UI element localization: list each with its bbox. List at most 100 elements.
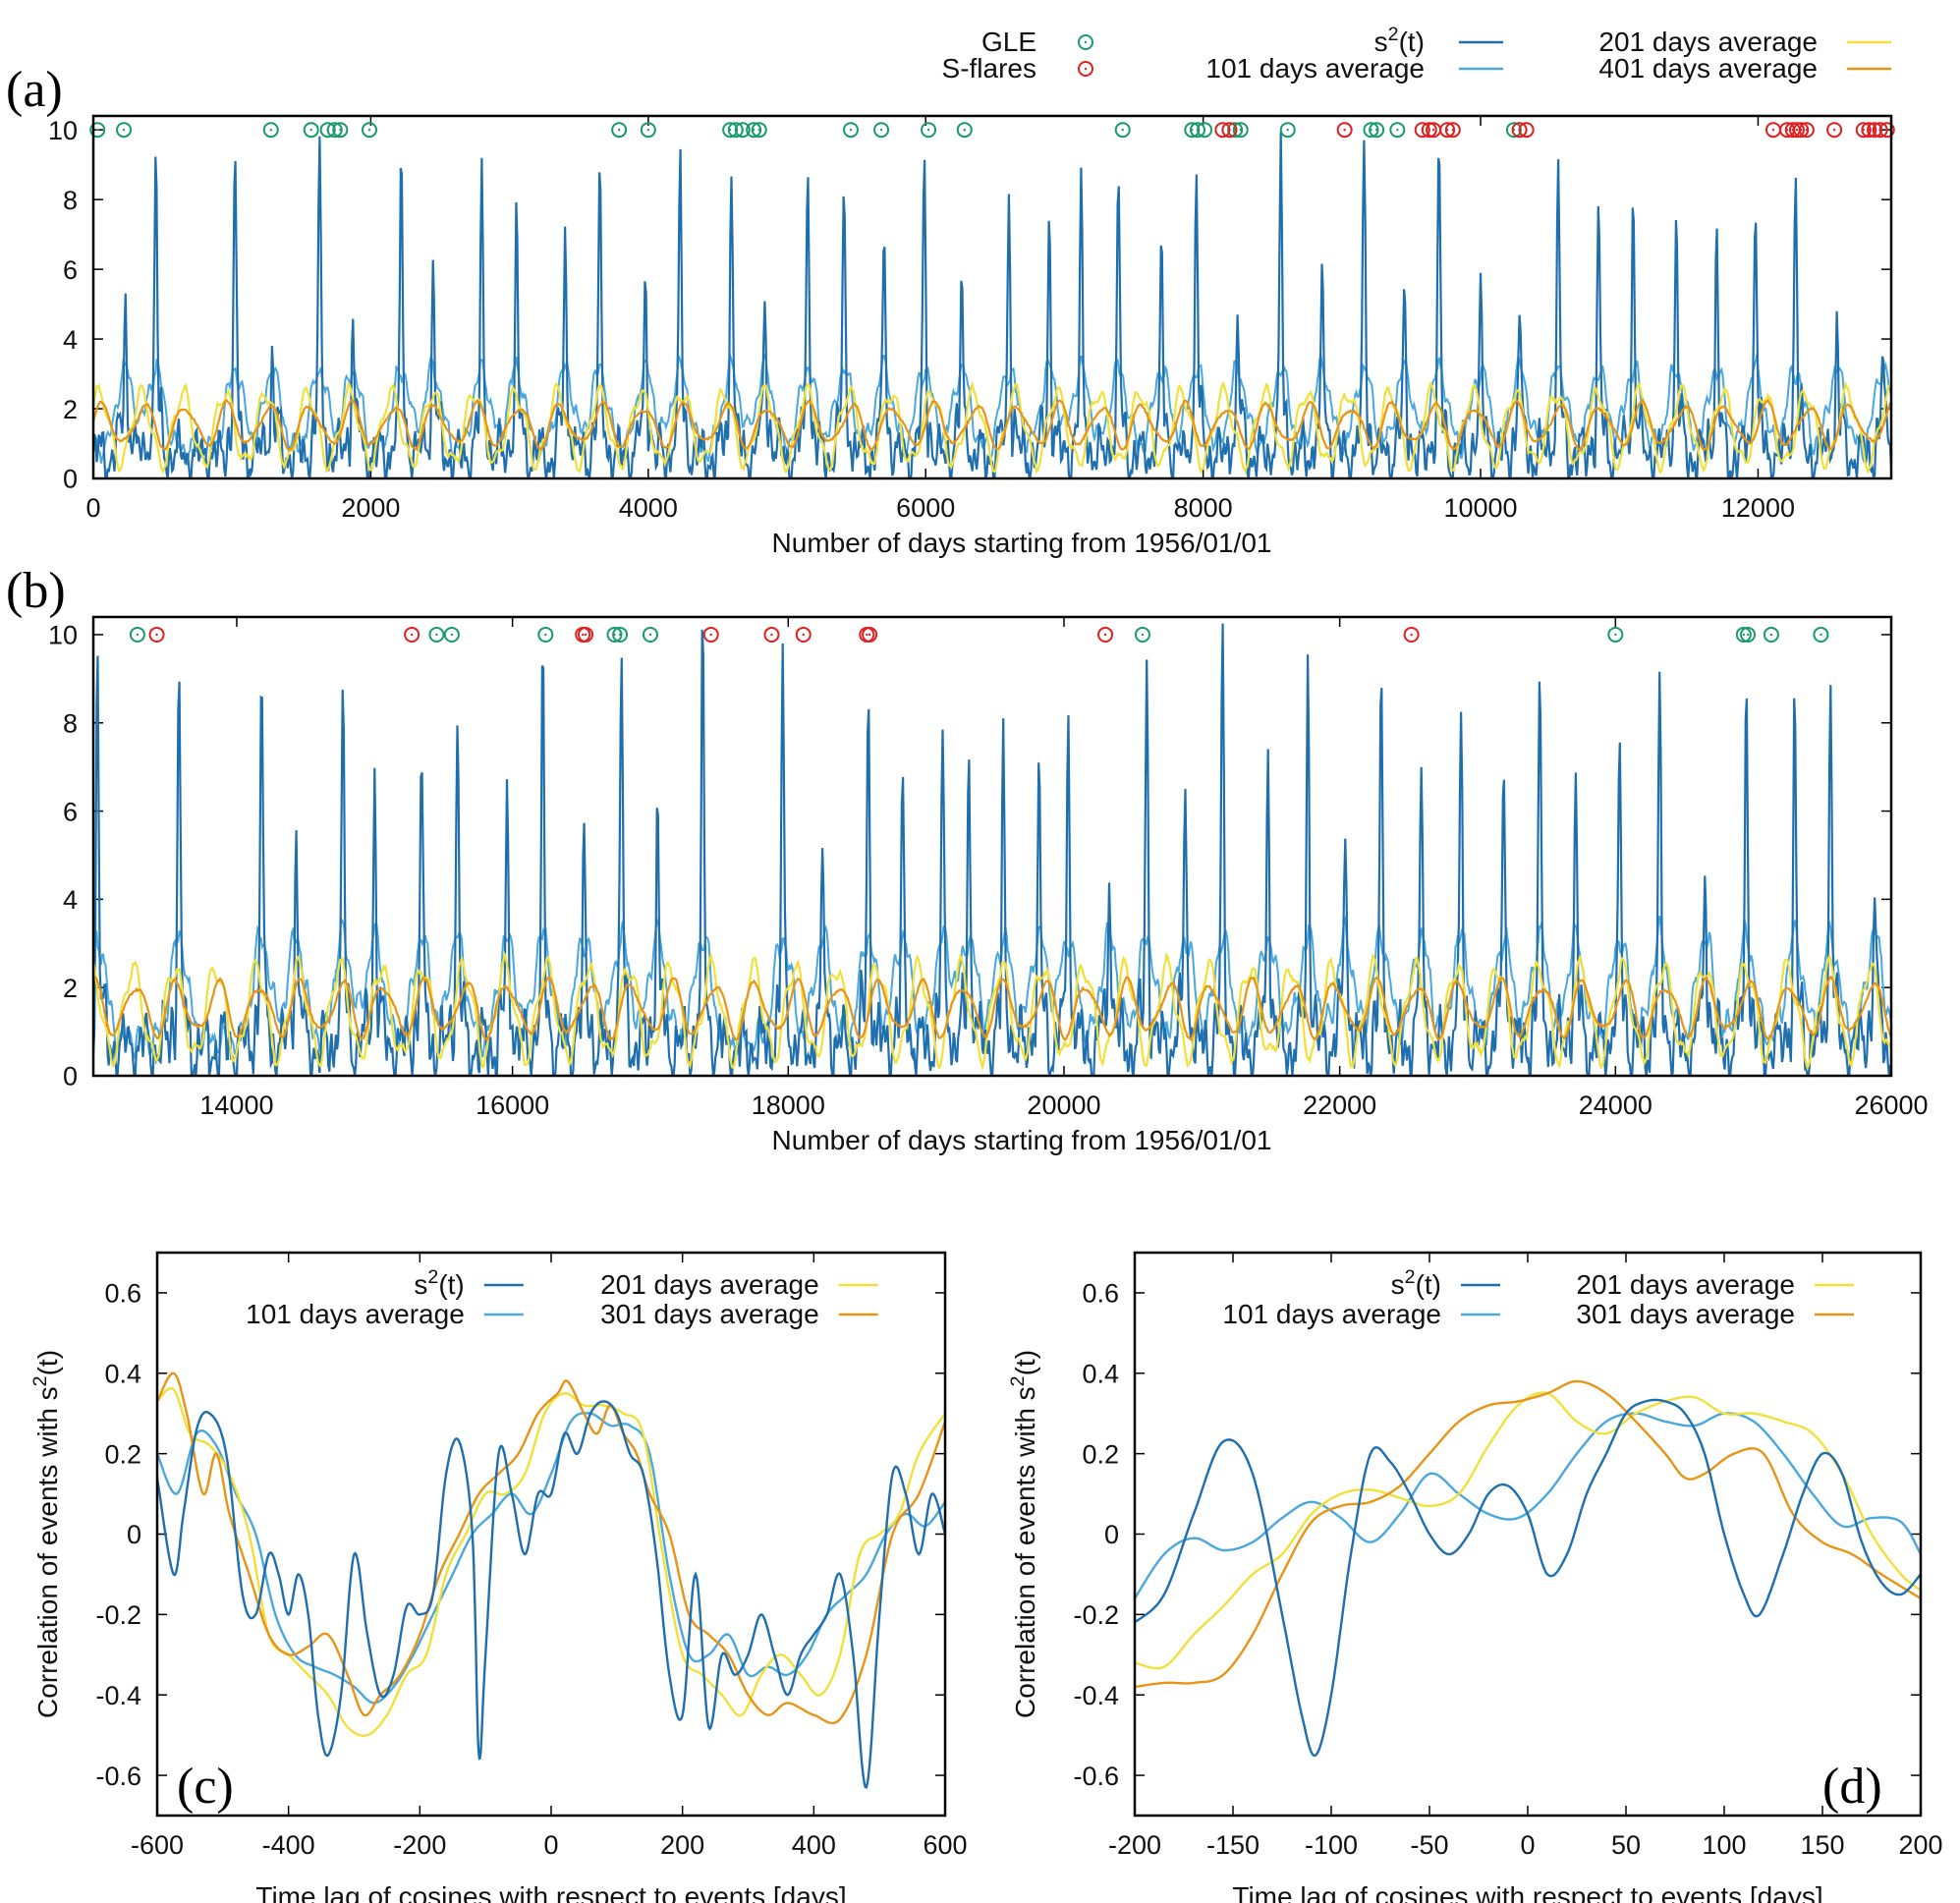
gle-event-marker <box>1505 122 1522 139</box>
legend-marker-sflares <box>1078 61 1093 77</box>
sflare-event-dot <box>1103 633 1107 637</box>
legend-marker-gle <box>1078 34 1093 50</box>
legend-label-avg201: 201 days average <box>1598 27 1818 57</box>
gle-event-marker <box>1735 626 1752 643</box>
panel-a-ytick-label: 4 <box>63 325 78 355</box>
sflare-event-marker <box>1861 122 1877 139</box>
sflare-event-marker <box>1793 122 1810 139</box>
panel-b-xtick-label: 14000 <box>199 1091 273 1120</box>
panel-d-legend-label-avg_long: 301 days average <box>1576 1299 1795 1329</box>
panel-a-ytick-label: 2 <box>63 395 78 424</box>
gle-event-marker <box>751 122 767 139</box>
gle-event-dot <box>1374 128 1378 132</box>
sflare-event-dot <box>1771 128 1775 132</box>
panel-a-ytick-label: 8 <box>63 186 78 215</box>
gle-event-marker <box>326 122 343 139</box>
panel-c-legend-label-avg_long: 301 days average <box>600 1299 819 1329</box>
panel-d-ytick-label: -0.6 <box>1073 1762 1119 1791</box>
panel-c-ytick-label: 0.4 <box>104 1360 141 1389</box>
panel-d-xtick-label: -150 <box>1206 1830 1260 1860</box>
panel-c-xtick-label: -600 <box>131 1830 184 1860</box>
panel-a-xtick-label: 10000 <box>1443 493 1517 523</box>
gle-event-dot <box>617 128 621 132</box>
gle-event-dot <box>367 128 371 132</box>
gle-event-dot <box>544 633 547 637</box>
panel-c-ytick-label: -0.2 <box>95 1600 141 1630</box>
legend-marker-dot-sflares <box>1084 67 1088 71</box>
sflare-event-marker <box>702 626 719 643</box>
panel-d-plot-area <box>1135 1379 1921 1758</box>
panel-a-xtick-label: 6000 <box>896 493 955 523</box>
sflare-event-marker <box>148 626 165 643</box>
gle-event-dot <box>1742 633 1746 637</box>
gle-event-marker <box>303 122 319 139</box>
panel-c-label: (c) <box>177 1759 234 1815</box>
sflare-event-dot <box>1343 128 1346 132</box>
gle-event-marker <box>89 122 106 139</box>
sflare-event-marker <box>1798 122 1815 139</box>
gle-event-marker <box>361 122 377 139</box>
panel-c-xtick-label: 600 <box>923 1830 967 1860</box>
gle-event-marker <box>1369 122 1385 139</box>
gle-event-marker <box>129 626 145 643</box>
panel-b-series-s2 <box>93 623 1891 1076</box>
legend-label-avg_long: 401 days average <box>1598 53 1818 84</box>
sflare-event-dot <box>1795 128 1799 132</box>
panel-b-plot-area <box>93 623 1891 1076</box>
panel-c-series-avg101 <box>157 1412 945 1705</box>
gle-event-marker <box>1232 122 1249 139</box>
gle-event-marker <box>1114 122 1131 139</box>
panel-b-ytick-label: 10 <box>48 621 78 650</box>
sflare-event-dot <box>1885 128 1888 132</box>
sflare-event-marker <box>1867 122 1883 139</box>
sflare-event-dot <box>868 633 871 637</box>
sflare-event-dot <box>866 633 868 637</box>
panel-b-xtick-label: 18000 <box>752 1091 825 1120</box>
panel-d-legend-label-avg201: 201 days average <box>1576 1269 1795 1300</box>
gle-event-dot <box>648 633 652 637</box>
panel-b-series-401-days-average <box>93 975 1891 1041</box>
gle-event-marker <box>734 122 751 139</box>
panel-a: 0 2000 4000 6000 8000 10000 12000 0 2 4 6 8 10 Number… <box>6 62 1895 558</box>
gle-event-marker <box>842 122 859 139</box>
panel-c-ytick-label: 0 <box>127 1520 141 1549</box>
gle-event-marker <box>1134 626 1150 643</box>
gle-event-dot <box>741 128 745 132</box>
panel-d-xtick-label: -50 <box>1410 1830 1448 1860</box>
gle-event-marker <box>1740 626 1757 643</box>
panel-d-xtick-label: 150 <box>1800 1830 1844 1860</box>
panel-d-ytick-label: 0 <box>1104 1520 1119 1549</box>
panel-c: -600 -400 -200 0 200 400 600 -0.6 -0.4 -0.2 0 0.2 0.… <box>29 1251 968 1903</box>
sflare-event-marker <box>404 626 420 643</box>
sflare-event-dot <box>581 633 585 637</box>
panel-b: 14000 16000 18000 20000 22000 24000 26000 0 2 4 6 8… <box>6 563 1929 1155</box>
panel-a-xtick-label: 12000 <box>1721 493 1795 523</box>
gle-event-dot <box>269 128 272 132</box>
panel-d-ytick-label: -0.2 <box>1073 1600 1119 1630</box>
panel-c-ytick-label: -0.6 <box>95 1762 141 1791</box>
panel-d-xtick-label: 0 <box>1520 1830 1535 1860</box>
gle-event-marker <box>1279 122 1296 139</box>
sflare-event-dot <box>802 633 805 637</box>
sflare-event-dot <box>155 633 158 637</box>
panel-d-ytick-label: 0.6 <box>1082 1279 1119 1309</box>
panel-b-xtick-label: 24000 <box>1579 1091 1652 1120</box>
gle-event-marker <box>746 122 762 139</box>
gle-event-dot <box>1820 633 1822 637</box>
gle-event-marker <box>443 626 460 643</box>
panel-b-series-201-days-average <box>93 950 1891 1072</box>
sflare-event-dot <box>584 633 588 637</box>
gle-event-marker <box>1607 626 1624 643</box>
panel-a-series-s2 <box>93 132 1891 478</box>
panel-d-series-avg101 <box>1135 1412 1921 1599</box>
legend-top: GLE s2(t) 201 days average S-flares 101 days… <box>942 24 1891 84</box>
panel-d: -200 -150 -100 -50 0 50 100 150 200 -0.6 -0.4 -0.2 0… <box>1007 1251 1943 1903</box>
panel-a-series-201-days-average <box>93 380 1891 475</box>
panel-d-xtick-label: -200 <box>1108 1830 1161 1860</box>
legend-marker-dot-gle <box>1084 40 1088 44</box>
gle-event-dot <box>1141 633 1145 637</box>
gle-event-marker <box>873 122 890 139</box>
panel-d-xtick-label: 50 <box>1611 1830 1641 1860</box>
gle-event-marker <box>611 122 628 139</box>
